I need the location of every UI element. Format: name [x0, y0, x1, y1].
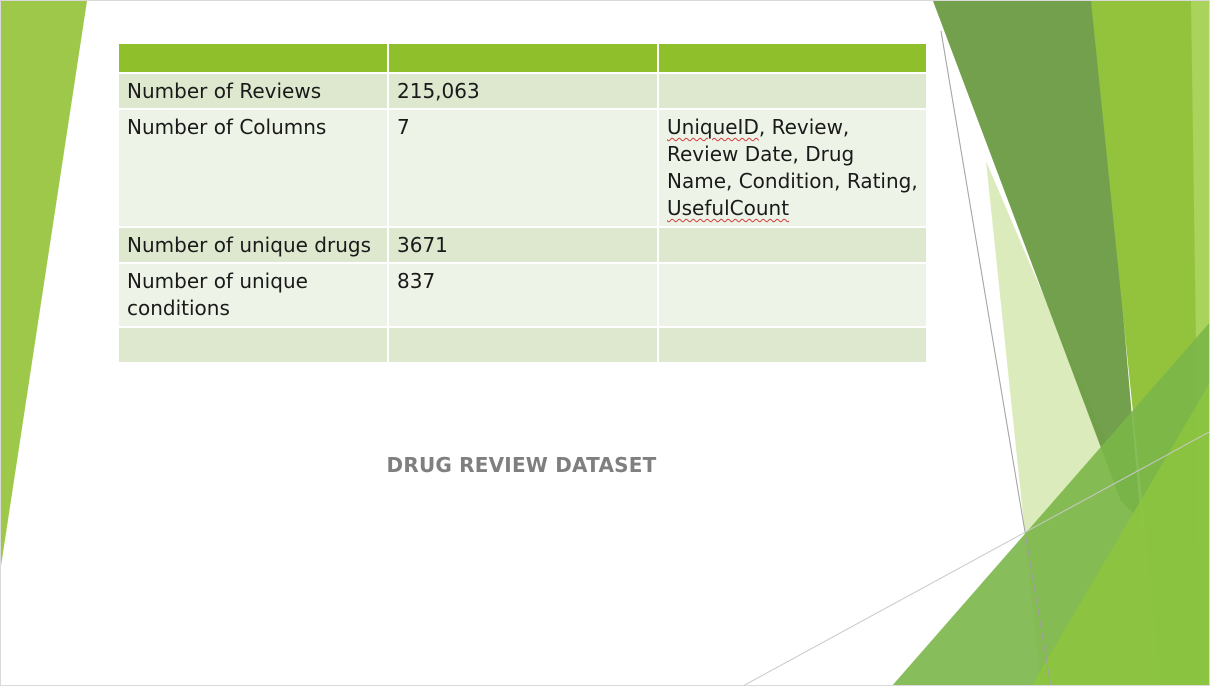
right-lower-bright-shape: [1032, 384, 1209, 685]
header-cell: [117, 42, 389, 74]
row-details: [657, 226, 928, 264]
left-accent-shape: [1, 1, 87, 566]
table-header-row: [117, 42, 928, 74]
table-row: [117, 326, 928, 364]
right-dark-shape: [933, 1, 1141, 521]
thin-diagonal-line-2: [743, 431, 1209, 685]
table-row: Number of unique drugs 3671: [117, 226, 928, 264]
row-value: 215,063: [387, 72, 659, 110]
row-details: [657, 72, 928, 110]
row-value: [387, 326, 659, 364]
header-cell: [387, 42, 659, 74]
row-details: UniqueID, Review, Review Date, Drug Name…: [657, 108, 928, 228]
slide-caption: DRUG REVIEW DATASET: [386, 453, 657, 477]
spellcheck-word: UniqueID: [667, 115, 759, 139]
row-label: Number of Reviews: [117, 72, 389, 110]
row-label: Number of unique drugs: [117, 226, 389, 264]
row-value: 837: [387, 262, 659, 328]
details-text: , Review, Review Date, Drug Name, Condit…: [667, 115, 918, 193]
table-row: Number of unique conditions 837: [117, 262, 928, 328]
thin-diagonal-line-1: [940, 30, 1052, 685]
dataset-summary-table: Number of Reviews 215,063 Number of Colu…: [117, 42, 928, 364]
row-label: Number of unique conditions: [117, 262, 389, 328]
row-details: [657, 262, 928, 328]
spellcheck-word: UsefulCount: [667, 196, 790, 220]
row-value: 3671: [387, 226, 659, 264]
row-label: [117, 326, 389, 364]
row-value: 7: [387, 108, 659, 228]
row-details: [657, 326, 928, 364]
header-cell: [657, 42, 928, 74]
table-row: Number of Columns 7 UniqueID, Review, Re…: [117, 108, 928, 228]
row-label: Number of Columns: [117, 108, 389, 228]
table-row: Number of Reviews 215,063: [117, 72, 928, 110]
